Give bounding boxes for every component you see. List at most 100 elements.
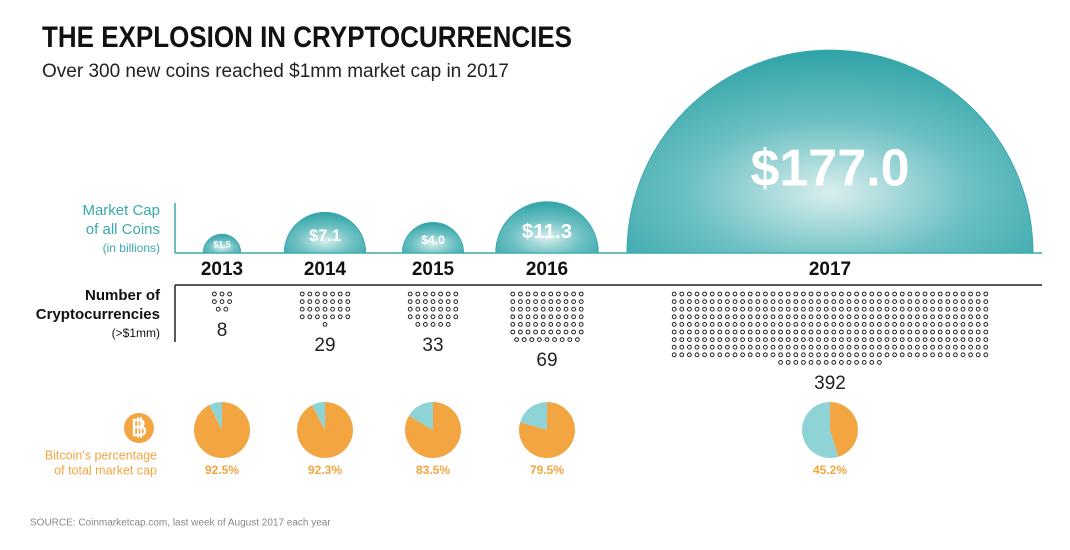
dot [831, 322, 837, 327]
dot [869, 352, 875, 358]
dot [315, 306, 320, 312]
dot [869, 299, 875, 305]
semicircle [202, 233, 242, 254]
semicircle [495, 201, 599, 254]
dot [533, 291, 538, 297]
dot [953, 344, 958, 350]
dot [533, 314, 538, 320]
dot [345, 306, 351, 312]
dot [785, 322, 791, 327]
dot [907, 306, 913, 312]
dot [877, 314, 882, 320]
dot [930, 306, 935, 312]
dot [533, 322, 538, 327]
dot [801, 352, 806, 358]
dot-grid [510, 291, 584, 343]
dot [846, 306, 852, 312]
dot [717, 337, 723, 343]
dot [529, 337, 535, 343]
dot [694, 291, 700, 297]
value-label: $1.5 [213, 239, 231, 249]
dot [533, 329, 538, 335]
dot [521, 337, 527, 343]
dot [785, 329, 791, 335]
dot [869, 360, 875, 365]
dot [945, 337, 951, 343]
dot [793, 344, 799, 350]
dot [831, 360, 837, 365]
dot [510, 322, 516, 327]
dot [548, 329, 554, 335]
dot [922, 291, 928, 297]
dot [907, 337, 913, 343]
pie-label: 79.5% [530, 463, 564, 477]
dot [709, 352, 715, 358]
dot [717, 344, 723, 350]
dot [869, 344, 875, 350]
dot [915, 299, 920, 305]
dot [770, 352, 776, 358]
dot [709, 291, 715, 297]
dot [793, 360, 799, 365]
dot [907, 352, 913, 358]
dot [823, 291, 829, 297]
dot [740, 329, 745, 335]
dot [877, 299, 882, 305]
dot [679, 329, 685, 335]
pie-label: 83.5% [416, 463, 450, 477]
dot [747, 299, 753, 305]
dot [709, 306, 715, 312]
dot [215, 306, 221, 312]
dot [854, 344, 859, 350]
dot [687, 322, 692, 327]
dot [937, 344, 943, 350]
dot [540, 314, 546, 320]
dot [732, 314, 738, 320]
dot [839, 306, 844, 312]
dot [953, 329, 958, 335]
dot [330, 306, 336, 312]
dot [846, 299, 852, 305]
dot [968, 314, 973, 320]
dot [415, 291, 421, 297]
dot [322, 314, 328, 320]
dot [808, 352, 814, 358]
dot [884, 314, 890, 320]
dot [846, 337, 852, 343]
dot [785, 360, 791, 365]
row-label: Cryptocurrencies [36, 306, 160, 323]
dot [823, 352, 829, 358]
dot [671, 291, 677, 297]
dot [945, 322, 951, 327]
dot [975, 299, 981, 305]
dot [983, 314, 989, 320]
dot [831, 314, 837, 320]
dot [884, 352, 890, 358]
row-label: Number of [85, 287, 161, 304]
dot [755, 314, 761, 320]
dot [747, 352, 753, 358]
dot [816, 306, 821, 312]
dot [915, 329, 920, 335]
dot [839, 352, 844, 358]
dot [687, 329, 692, 335]
dot [556, 299, 561, 305]
value-label: $11.3 [522, 220, 572, 243]
dot [763, 291, 768, 297]
dot [687, 314, 692, 320]
dot [816, 344, 821, 350]
dot [808, 299, 814, 305]
dot [510, 299, 516, 305]
dot [823, 314, 829, 320]
dot [907, 314, 913, 320]
dot [953, 299, 958, 305]
dot [578, 314, 584, 320]
dot [563, 306, 569, 312]
dot [801, 337, 806, 343]
dot [330, 314, 336, 320]
dot [415, 299, 421, 305]
dot [679, 352, 685, 358]
dot [785, 344, 791, 350]
dot [975, 306, 981, 312]
dot [778, 352, 783, 358]
